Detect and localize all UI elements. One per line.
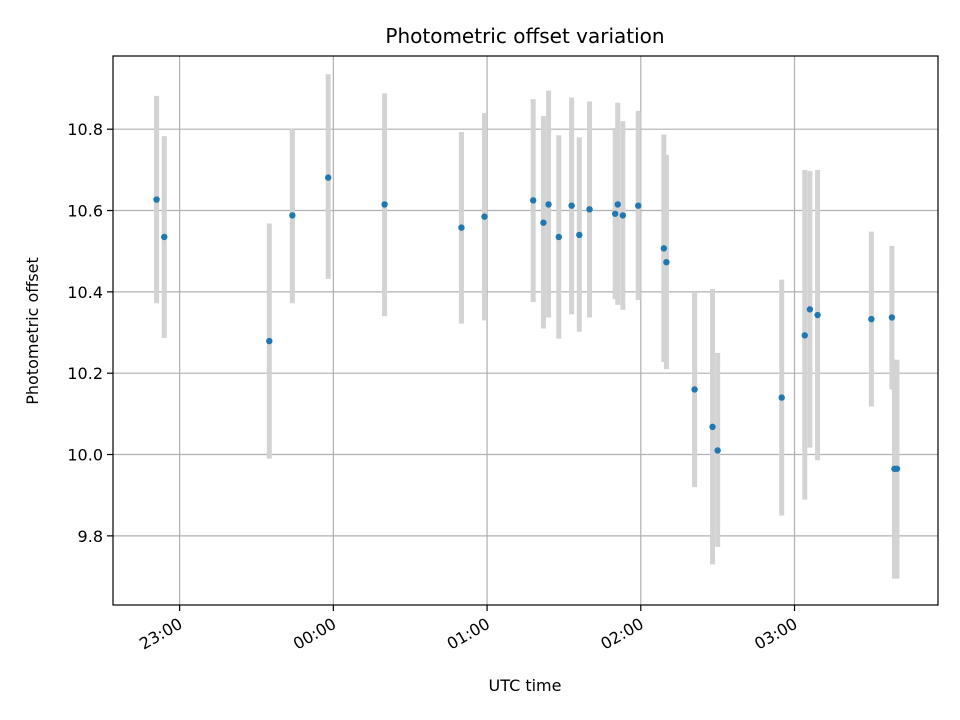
data-point <box>161 233 168 241</box>
grid-lines <box>113 56 938 605</box>
data-point <box>663 258 670 266</box>
data-point <box>540 219 547 226</box>
data-point <box>709 423 716 431</box>
data-points <box>153 174 901 472</box>
data-point <box>555 233 563 241</box>
data-point <box>325 174 332 181</box>
data-point <box>868 315 875 323</box>
data-point <box>619 212 627 219</box>
data-point <box>893 465 901 472</box>
data-point <box>458 224 465 231</box>
data-point <box>576 231 583 239</box>
data-point <box>586 206 593 213</box>
data-point <box>289 212 296 219</box>
data-point <box>660 245 668 252</box>
data-point <box>778 394 785 401</box>
y-tick-label: 10.2 <box>67 364 103 383</box>
y-tick-label: 10.6 <box>67 202 103 221</box>
y-tick-label: 10.4 <box>67 283 103 302</box>
x-axis-label: UTC time <box>489 676 562 695</box>
data-point <box>611 210 619 217</box>
data-point <box>381 201 388 208</box>
data-point <box>568 202 575 209</box>
data-point <box>153 196 160 203</box>
data-point <box>691 386 698 393</box>
data-point <box>529 197 537 204</box>
data-point <box>806 306 814 313</box>
y-axis-label: Photometric offset <box>23 257 42 405</box>
data-point <box>801 332 808 339</box>
chart-title: Photometric offset variation <box>385 24 664 48</box>
data-point <box>714 447 721 454</box>
y-tick-label: 10.8 <box>67 120 103 139</box>
plot-frame <box>112 55 939 606</box>
data-point <box>888 314 896 321</box>
data-point <box>481 213 488 220</box>
data-point <box>814 311 821 319</box>
data-point <box>635 202 642 209</box>
y-tick-label: 9.8 <box>78 527 103 546</box>
y-axis-ticks: 9.8 10.0 10.2 10.4 10.6 10.8 <box>67 120 113 546</box>
data-point <box>266 337 273 345</box>
y-tick-label: 10.0 <box>67 446 103 465</box>
data-point <box>614 201 621 208</box>
data-point <box>545 201 552 208</box>
